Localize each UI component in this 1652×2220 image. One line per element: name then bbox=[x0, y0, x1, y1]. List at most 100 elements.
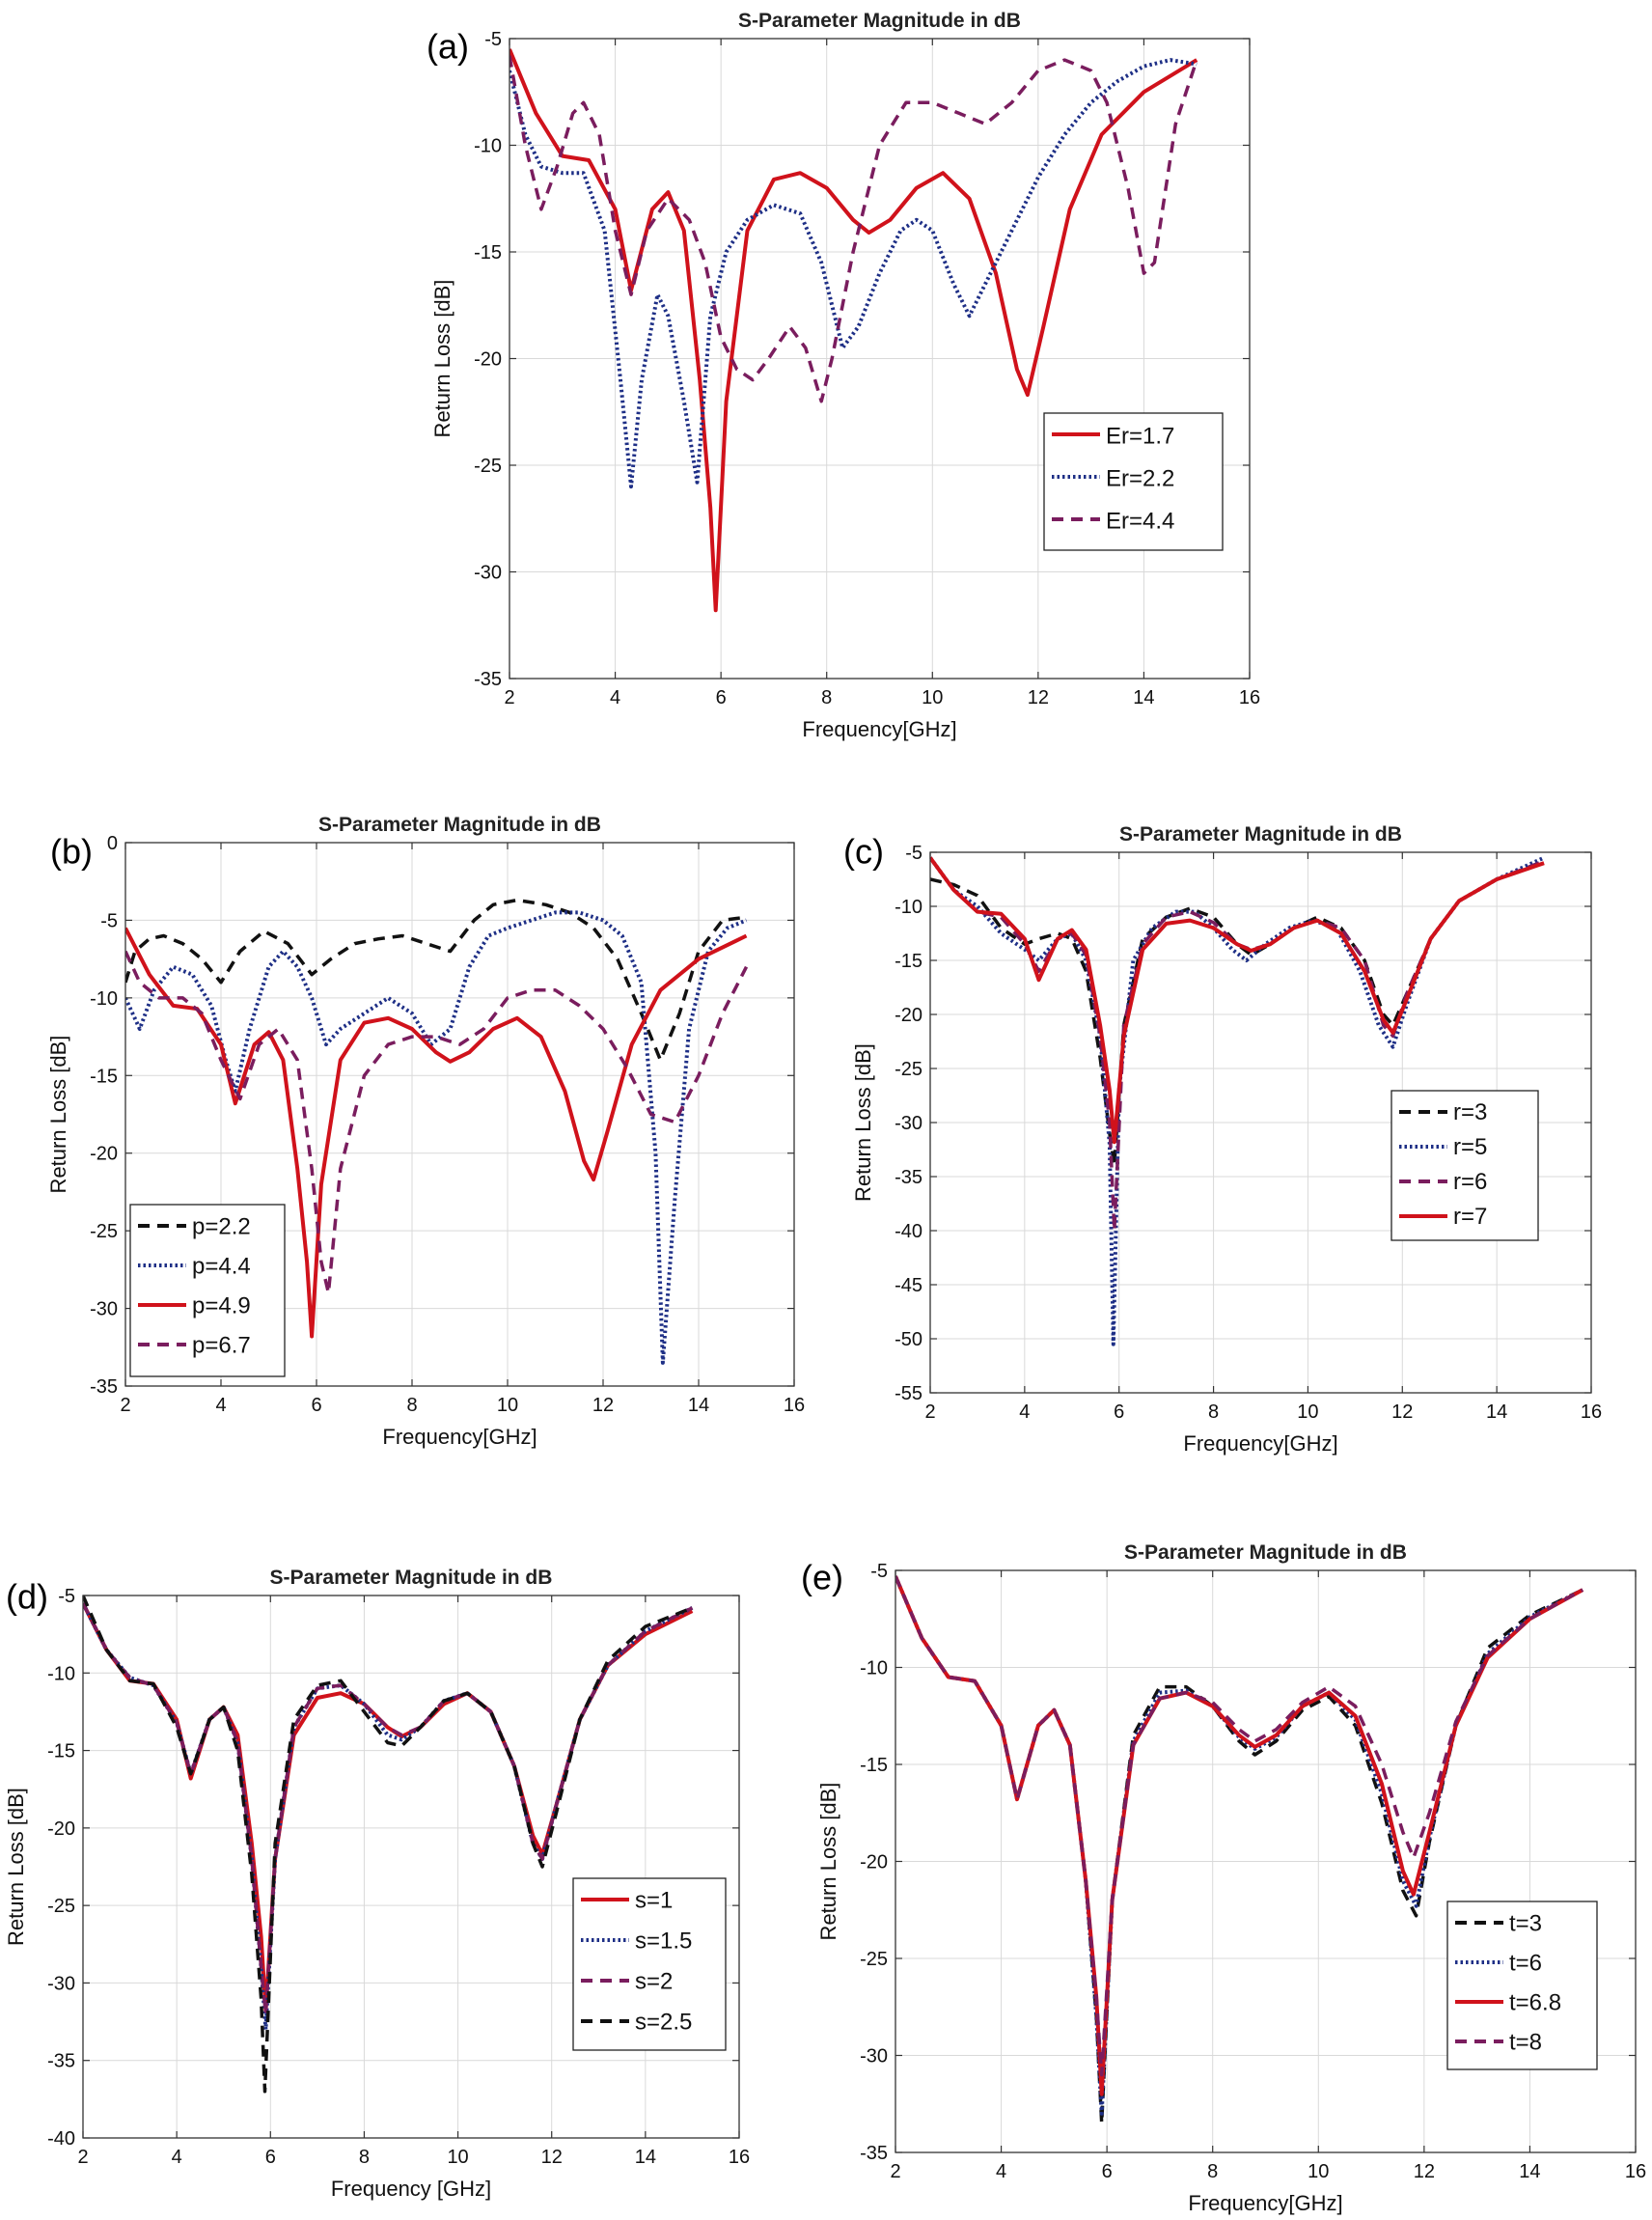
y-tick-label: -25 bbox=[895, 1059, 922, 1080]
axes-frame bbox=[82, 1595, 740, 2139]
series-line-p=4.9 bbox=[125, 927, 748, 1339]
y-tick-label: -10 bbox=[47, 1663, 75, 1684]
legend-entry: t=8 bbox=[1509, 2030, 1542, 2056]
chart-title: S-Parameter Magnitude in dB bbox=[1124, 1541, 1407, 1564]
y-tick-label: -35 bbox=[47, 2051, 75, 2072]
x-tick-label: 16 bbox=[1581, 1401, 1602, 1423]
y-tick-label: -30 bbox=[474, 563, 502, 584]
x-tick-label: 6 bbox=[311, 1395, 321, 1416]
y-axis-label: Return Loss [dB] bbox=[430, 280, 454, 438]
x-tick-label: 4 bbox=[172, 2147, 182, 2168]
series-line-t=8 bbox=[895, 1575, 1584, 2077]
chart-title: S-Parameter Magnitude in dB bbox=[318, 814, 601, 836]
x-tick-label: 12 bbox=[1391, 1401, 1413, 1423]
y-tick-label: -10 bbox=[860, 1658, 888, 1679]
x-tick-label: 8 bbox=[1207, 2161, 1218, 2182]
x-tick-label: 10 bbox=[1308, 2161, 1329, 2182]
legend-entry: s=2.5 bbox=[635, 2010, 692, 2036]
y-tick-label: -20 bbox=[47, 1818, 75, 1840]
series-line-r=6 bbox=[930, 856, 1545, 1233]
y-tick-label: -15 bbox=[90, 1066, 118, 1087]
x-tick-label: 2 bbox=[890, 2161, 900, 2182]
legend: r=3 r=5 r=6 r=7 bbox=[1390, 1090, 1539, 1241]
y-tick-label: 0 bbox=[107, 833, 118, 854]
series-line-Er=4.4 bbox=[509, 55, 1198, 403]
series-line-r=7 bbox=[930, 856, 1545, 1145]
y-axis-label: Return Loss [dB] bbox=[4, 1788, 28, 1946]
legend: t=3 t=6 t=6.8 t=8 bbox=[1446, 1901, 1598, 2070]
legend-entry: r=5 bbox=[1453, 1134, 1487, 1160]
legend-entry: Er=2.2 bbox=[1106, 465, 1174, 491]
y-tick-label: -10 bbox=[90, 988, 118, 1010]
y-tick-label: -25 bbox=[90, 1221, 118, 1242]
x-tick-label: 14 bbox=[1486, 1401, 1507, 1423]
legend-entry: t=3 bbox=[1509, 1911, 1542, 1937]
y-tick-label: -30 bbox=[47, 1973, 75, 1994]
legend-entry: s=1.5 bbox=[635, 1929, 692, 1955]
series-line-t=3 bbox=[895, 1575, 1583, 2125]
y-tick-label: -15 bbox=[895, 951, 922, 972]
legend: p=2.2 p=4.4 p=4.9 p=6.7 bbox=[129, 1204, 286, 1377]
chart-panel-2: (c) S-Parameter Magnitude in dB 2 4 6 8 10 12 14… bbox=[843, 823, 1602, 1456]
legend-entry: Er=1.7 bbox=[1106, 423, 1174, 449]
legend-entry: s=1 bbox=[635, 1888, 673, 1914]
y-axis-label: Return Loss [dB] bbox=[816, 1783, 840, 1941]
x-tick-label: 10 bbox=[497, 1395, 518, 1416]
x-tick-label: 2 bbox=[77, 2147, 88, 2168]
x-tick-label: 8 bbox=[406, 1395, 417, 1416]
chart-panel-0: (a) S-Parameter Magnitude in dB 2 4 6 8 10 12 14… bbox=[427, 10, 1260, 741]
legend-entry: p=4.9 bbox=[192, 1293, 251, 1319]
x-tick-label: 6 bbox=[1102, 2161, 1113, 2182]
panel-letter: (e) bbox=[801, 1557, 843, 1596]
y-axis-label: Return Loss [dB] bbox=[851, 1043, 875, 1202]
chart-panel-1: (b) S-Parameter Magnitude in dB 2 4 6 8 10 12 14… bbox=[46, 814, 805, 1449]
chart-panel-3: (d) S-Parameter Magnitude in dB 2 4 6 8 10 12 14… bbox=[4, 1567, 750, 2201]
x-tick-label: 12 bbox=[592, 1395, 614, 1416]
series-line-p=4.4 bbox=[125, 910, 748, 1365]
y-tick-label: -15 bbox=[47, 1741, 75, 1762]
x-tick-label: 2 bbox=[120, 1395, 130, 1416]
x-tick-label: 8 bbox=[821, 687, 832, 708]
y-tick-label: -50 bbox=[895, 1329, 922, 1350]
x-tick-label: 16 bbox=[1239, 687, 1260, 708]
y-tick-label: -5 bbox=[100, 910, 118, 931]
y-tick-label: -30 bbox=[895, 1113, 922, 1134]
y-tick-label: -30 bbox=[860, 2046, 888, 2067]
x-tick-label: 12 bbox=[541, 2147, 563, 2168]
legend-box bbox=[1446, 1901, 1598, 2070]
x-tick-label: 14 bbox=[635, 2147, 656, 2168]
x-axis-label: Frequency[GHz] bbox=[1183, 1431, 1337, 1456]
chart-title: S-Parameter Magnitude in dB bbox=[270, 1567, 553, 1589]
x-tick-label: 14 bbox=[688, 1395, 709, 1416]
x-tick-label: 4 bbox=[610, 687, 620, 708]
legend-entry: r=6 bbox=[1453, 1169, 1487, 1195]
legend-entry: r=7 bbox=[1453, 1204, 1487, 1230]
x-axis-label: Frequency[GHz] bbox=[802, 717, 956, 741]
x-tick-label: 10 bbox=[1297, 1401, 1318, 1423]
series-line-s=2 bbox=[83, 1602, 694, 2016]
x-tick-label: 16 bbox=[1625, 2161, 1646, 2182]
panel-letter: (d) bbox=[6, 1576, 48, 1616]
series-line-t=6 bbox=[895, 1575, 1584, 2116]
series-line-s=1 bbox=[83, 1602, 694, 2013]
y-tick-label: -55 bbox=[895, 1383, 922, 1404]
legend-entry: t=6 bbox=[1509, 1951, 1542, 1977]
y-tick-label: -25 bbox=[860, 1949, 888, 1970]
chart-title: S-Parameter Magnitude in dB bbox=[738, 10, 1021, 32]
y-tick-label: -35 bbox=[895, 1167, 922, 1188]
panel-letter: (c) bbox=[843, 831, 884, 871]
x-tick-label: 4 bbox=[996, 2161, 1006, 2182]
legend-entry: p=4.4 bbox=[192, 1254, 251, 1280]
x-tick-label: 2 bbox=[504, 687, 514, 708]
legend: Er=1.7 Er=2.2 Er=4.4 bbox=[1043, 412, 1224, 551]
axes-frame bbox=[124, 842, 795, 1387]
legend-entry: p=2.2 bbox=[192, 1214, 251, 1240]
y-tick-label: -40 bbox=[895, 1221, 922, 1242]
y-tick-label: -20 bbox=[90, 1144, 118, 1165]
x-tick-label: 14 bbox=[1519, 2161, 1540, 2182]
x-tick-label: 8 bbox=[1208, 1401, 1219, 1423]
y-tick-label: -35 bbox=[860, 2143, 888, 2164]
y-tick-label: -5 bbox=[870, 1561, 888, 1582]
x-tick-label: 10 bbox=[447, 2147, 468, 2168]
